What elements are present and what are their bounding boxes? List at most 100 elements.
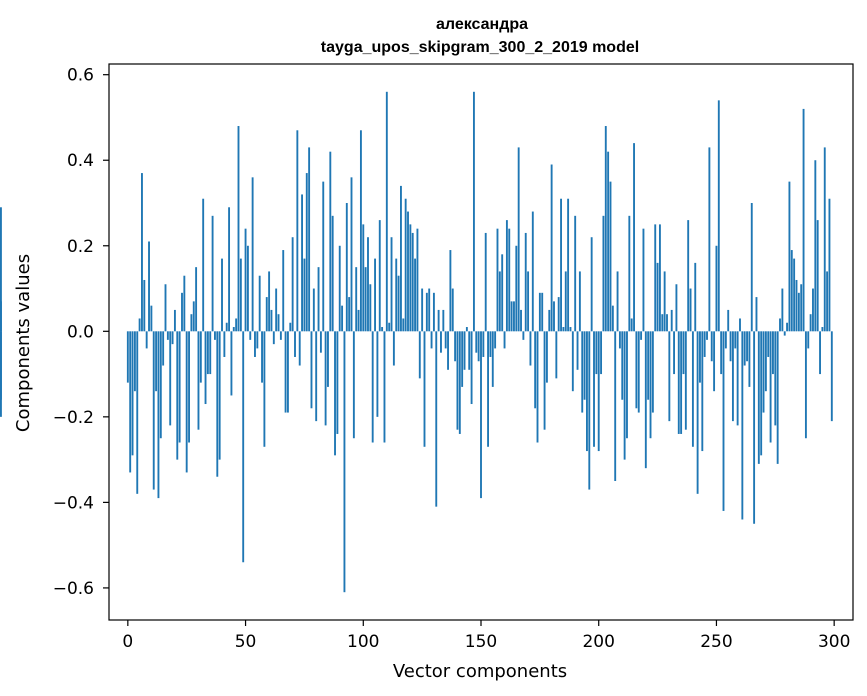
bar bbox=[223, 331, 226, 357]
bar bbox=[407, 211, 409, 332]
y-axis-label: Components values bbox=[13, 254, 34, 432]
bar bbox=[352, 331, 355, 439]
x-tick-label: 200 bbox=[582, 632, 614, 652]
bar bbox=[706, 331, 708, 340]
bar bbox=[169, 331, 172, 426]
bar bbox=[531, 211, 534, 332]
bar bbox=[557, 297, 560, 332]
bar bbox=[595, 331, 598, 375]
bar bbox=[442, 309, 445, 332]
bar bbox=[475, 331, 478, 353]
bar bbox=[604, 126, 607, 332]
bar bbox=[176, 331, 179, 460]
bar bbox=[731, 331, 734, 422]
bar bbox=[807, 331, 810, 349]
bar bbox=[545, 331, 548, 383]
bar bbox=[402, 318, 405, 332]
bar bbox=[254, 331, 256, 357]
bar bbox=[513, 301, 515, 332]
bar bbox=[611, 305, 614, 332]
bar bbox=[538, 292, 541, 332]
bar bbox=[670, 309, 673, 332]
bar bbox=[821, 327, 824, 332]
bar bbox=[461, 331, 464, 387]
chart-subtitle: tayga_upos_skipgram_300_2_2019 model bbox=[321, 39, 639, 56]
bar bbox=[635, 331, 638, 409]
bar bbox=[642, 228, 645, 332]
bar bbox=[435, 331, 438, 507]
bar bbox=[616, 271, 619, 332]
y-tick-label: 0.0 bbox=[67, 322, 94, 342]
bar bbox=[235, 318, 238, 332]
bar bbox=[190, 314, 193, 332]
bar bbox=[668, 331, 671, 422]
bar bbox=[534, 331, 537, 409]
bar bbox=[574, 215, 577, 332]
bar bbox=[602, 215, 605, 332]
bar bbox=[286, 331, 289, 413]
bar bbox=[677, 331, 680, 434]
bar bbox=[355, 267, 358, 332]
bar bbox=[510, 301, 513, 332]
bar bbox=[322, 181, 325, 332]
bar bbox=[232, 327, 235, 332]
bar bbox=[204, 331, 207, 405]
bar bbox=[609, 181, 612, 332]
bar bbox=[529, 331, 532, 366]
bar bbox=[757, 331, 760, 464]
bar bbox=[268, 271, 271, 332]
bar bbox=[230, 331, 233, 396]
bar bbox=[550, 164, 553, 332]
bar bbox=[155, 331, 158, 392]
bar bbox=[133, 331, 136, 392]
bar bbox=[383, 331, 386, 443]
bar bbox=[597, 331, 600, 452]
bar bbox=[487, 331, 489, 447]
bar bbox=[508, 228, 511, 332]
bar bbox=[477, 331, 480, 362]
bar bbox=[371, 331, 374, 443]
bar bbox=[724, 331, 727, 349]
bar bbox=[385, 91, 388, 332]
bar bbox=[630, 318, 633, 332]
bar bbox=[637, 331, 640, 413]
bar bbox=[148, 241, 150, 332]
bar bbox=[400, 185, 402, 332]
bar bbox=[699, 331, 701, 383]
bar bbox=[173, 309, 176, 332]
bar bbox=[211, 215, 214, 332]
bar bbox=[590, 237, 593, 332]
bar bbox=[343, 331, 346, 593]
bar bbox=[411, 232, 414, 332]
bar bbox=[136, 331, 139, 494]
bar bbox=[209, 331, 212, 375]
x-tick-label: 250 bbox=[700, 632, 732, 652]
bar bbox=[188, 331, 190, 443]
bar bbox=[816, 220, 819, 332]
bar bbox=[214, 331, 216, 340]
bar bbox=[644, 331, 647, 469]
bar bbox=[689, 288, 692, 332]
bar bbox=[795, 279, 798, 332]
bar bbox=[451, 288, 454, 332]
bar bbox=[472, 91, 475, 332]
bar bbox=[826, 271, 829, 332]
bar bbox=[562, 327, 565, 332]
bar bbox=[569, 327, 572, 332]
bar bbox=[703, 331, 706, 357]
bar bbox=[743, 331, 746, 366]
bar bbox=[830, 331, 833, 422]
bar bbox=[341, 305, 344, 332]
bar bbox=[376, 331, 379, 417]
bar bbox=[779, 318, 781, 332]
bar bbox=[555, 331, 558, 379]
bar bbox=[432, 292, 435, 332]
bar bbox=[246, 245, 249, 332]
bar bbox=[503, 331, 506, 349]
bar bbox=[357, 309, 360, 332]
bar bbox=[548, 309, 551, 332]
bar bbox=[501, 254, 504, 332]
bar bbox=[362, 224, 365, 332]
bar bbox=[0, 301, 2, 332]
